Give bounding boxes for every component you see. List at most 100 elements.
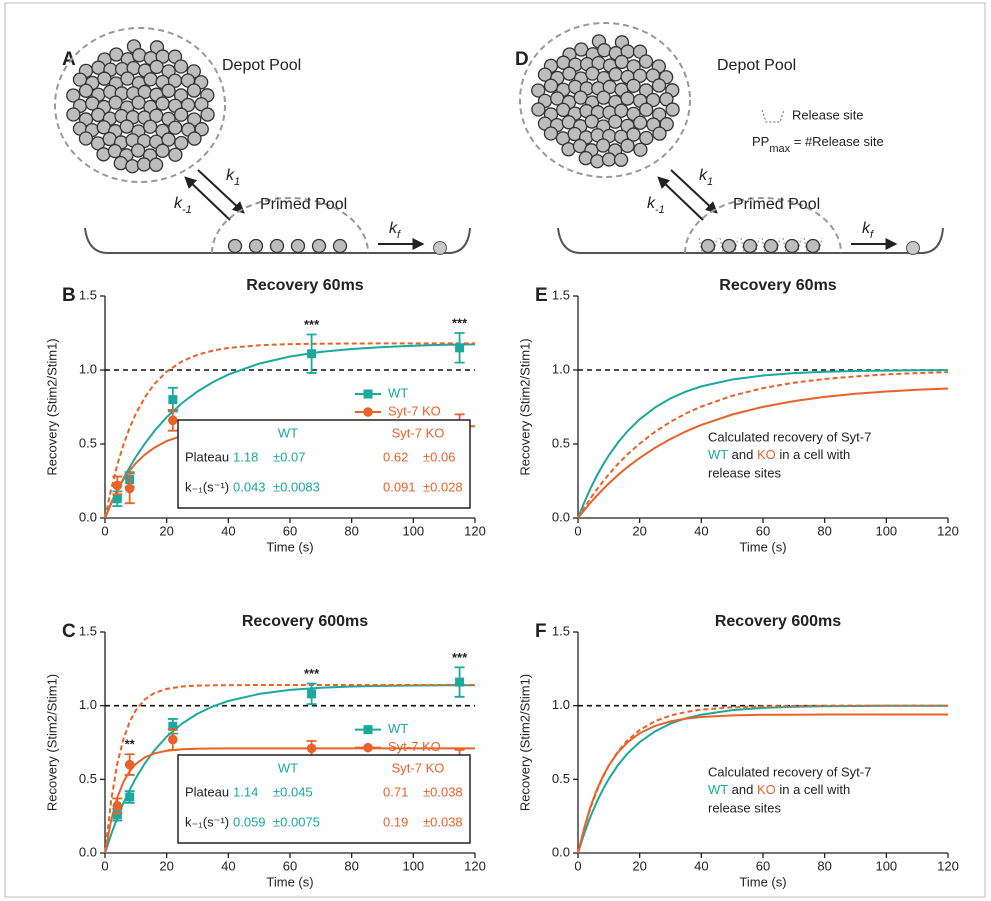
vesicle — [131, 95, 146, 110]
primed-vesicle — [332, 238, 348, 254]
note-word: WT — [708, 447, 728, 462]
curve — [104, 684, 475, 854]
table-header: Syt-7 KO — [392, 425, 445, 440]
point — [124, 759, 135, 770]
vesicle — [155, 143, 170, 158]
legend-marker — [363, 725, 373, 735]
vesicle — [614, 54, 629, 70]
y-tick-label: 1.5 — [552, 287, 570, 302]
primed-pool — [684, 197, 842, 254]
vesicle — [174, 107, 189, 122]
label-base: k — [174, 195, 183, 212]
x-tick-label: 40 — [221, 858, 235, 873]
primed-vesicle — [248, 238, 264, 254]
note-word: WT — [708, 782, 728, 797]
y-tick-label: 0.5 — [79, 771, 97, 786]
table-cell: 0.62 — [383, 449, 408, 464]
vesicle — [186, 83, 202, 98]
vesicle — [66, 107, 81, 122]
point — [112, 810, 122, 820]
vesicle — [620, 138, 635, 153]
table-box — [177, 419, 471, 509]
note-line: WT and KO in a cell with — [708, 447, 850, 462]
table-cell: 0.043 — [233, 479, 266, 494]
legend-label: WT — [388, 721, 408, 736]
significance: *** — [304, 317, 320, 332]
x-tick-label: 100 — [402, 523, 424, 538]
vesicle — [639, 102, 654, 117]
x-tick-label: 100 — [875, 858, 897, 873]
vesicle — [149, 59, 164, 75]
curve — [577, 369, 949, 519]
vesicle — [608, 67, 623, 82]
point — [306, 743, 317, 754]
label-base: PP — [752, 134, 769, 149]
vesicle — [613, 152, 629, 167]
chart-title: Recovery 60ms — [246, 277, 364, 294]
label: k1 — [699, 167, 713, 188]
label: k-1 — [174, 195, 192, 216]
primed-vesicle — [805, 238, 821, 254]
table-cell: 0.059 — [233, 814, 266, 829]
label: kf — [389, 220, 401, 241]
significance: *** — [304, 666, 320, 681]
primed-vesicle — [784, 238, 800, 254]
vesicle — [543, 126, 559, 141]
chart-title: Recovery 600ms — [715, 613, 841, 630]
table-cell: ±0.0075 — [273, 814, 320, 829]
panel-letter: D — [515, 49, 529, 70]
vesicle — [194, 97, 209, 112]
frame — [4, 2, 986, 898]
depot-pool — [519, 22, 691, 178]
note-line: release sites — [708, 800, 781, 815]
x-tick-label: 60 — [283, 523, 297, 538]
primed-vesicle — [290, 238, 306, 254]
x-tick-label: 80 — [344, 858, 358, 873]
curve — [577, 713, 948, 854]
vesicle — [143, 72, 158, 87]
primed-vesicle — [227, 238, 243, 254]
primed-vesicle — [700, 238, 716, 254]
table-cell: ±0.045 — [273, 784, 313, 799]
vesicle — [78, 131, 94, 146]
curve — [577, 371, 949, 519]
point — [112, 801, 123, 811]
primed-vesicle — [311, 238, 327, 254]
legend-marker — [363, 407, 373, 417]
x-tick-label: 40 — [221, 523, 235, 538]
primed-vesicle — [742, 238, 758, 254]
y-axis-label: Recovery (Stim2/Stim1) — [517, 338, 532, 475]
table-cell: ±0.06 — [423, 449, 455, 464]
depot-label: Depot Pool — [717, 57, 796, 74]
label-base: k — [699, 167, 708, 184]
y-axis-label: Recovery (Stim2/Stim1) — [44, 338, 59, 475]
table-header: Syt-7 KO — [392, 760, 445, 775]
chart-title: Recovery 600ms — [242, 613, 368, 630]
primed-label: Primed Pool — [733, 196, 820, 213]
table-header: WT — [278, 425, 298, 440]
label-sub: 1 — [707, 176, 713, 188]
label-sub: f — [870, 229, 874, 241]
vesicle — [595, 138, 611, 153]
vesicle — [174, 135, 189, 151]
vesicle — [132, 48, 147, 63]
y-tick-label: 1.0 — [552, 697, 570, 712]
x-tick-label: 60 — [756, 523, 770, 538]
x-tick-label: 20 — [159, 523, 173, 538]
y-tick-label: 0.0 — [552, 844, 570, 859]
curve — [104, 342, 475, 519]
vesicle — [125, 159, 140, 174]
y-tick-label: 0.5 — [552, 435, 570, 450]
panel-letter: F — [535, 621, 547, 642]
arrow — [197, 169, 245, 214]
x-tick-label: 80 — [817, 523, 831, 538]
vesicle — [556, 102, 571, 118]
vesicle — [161, 83, 176, 98]
table-box — [177, 754, 471, 844]
label: k-1 — [647, 195, 665, 216]
primed-vesicle — [269, 238, 285, 254]
vesicle — [173, 59, 189, 74]
vesicle — [659, 92, 674, 107]
label: PPmax = #Release site — [752, 134, 884, 154]
vesicle — [168, 147, 183, 162]
